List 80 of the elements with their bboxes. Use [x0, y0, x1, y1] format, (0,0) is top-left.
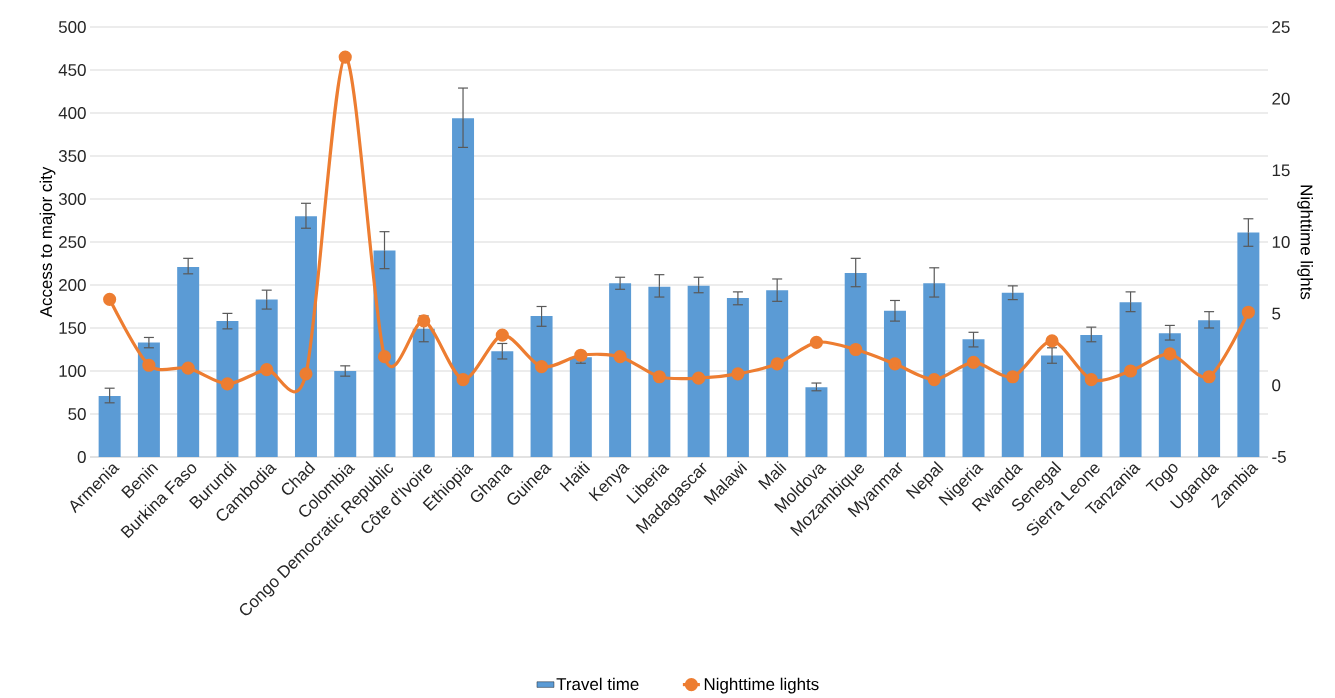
- point: [966, 355, 981, 369]
- point: [1241, 305, 1255, 319]
- bar: [1237, 232, 1260, 457]
- y2-axis-title: Nighttime lights: [1297, 185, 1313, 300]
- point: [1163, 347, 1177, 361]
- legend-label: Nighttime lights: [704, 677, 819, 694]
- y-tick-label: 250: [59, 236, 86, 248]
- bar: [1158, 333, 1181, 457]
- bar: [98, 395, 121, 457]
- bar: [1119, 302, 1142, 457]
- y-tick-label: 0: [77, 451, 86, 463]
- point: [260, 362, 274, 377]
- point: [1084, 373, 1098, 387]
- bar: [805, 387, 828, 457]
- bar: [255, 299, 278, 457]
- point: [692, 371, 706, 385]
- point: [888, 357, 902, 371]
- point: [338, 50, 352, 64]
- bar: [1198, 320, 1221, 457]
- point: [1045, 334, 1059, 348]
- y2-tick-label: 5: [1272, 307, 1281, 320]
- bar: [1041, 355, 1064, 457]
- point: [377, 350, 392, 364]
- bar: [294, 216, 317, 457]
- point: [574, 348, 588, 362]
- point: [103, 292, 117, 306]
- y2-tick-label: 10: [1272, 236, 1290, 248]
- point: [927, 373, 941, 387]
- bar: [844, 272, 867, 457]
- bar: [569, 357, 592, 457]
- point: [849, 342, 863, 357]
- y2-tick-label: 25: [1272, 21, 1290, 33]
- y-tick-label: 200: [59, 279, 86, 291]
- bar: [648, 286, 671, 457]
- point: [770, 357, 784, 371]
- bar: [412, 328, 435, 457]
- legend-label: Travel time: [556, 677, 639, 691]
- y2-tick-label: 15: [1272, 164, 1290, 177]
- bar: [452, 118, 475, 457]
- bar: [687, 285, 710, 457]
- y-tick-label: 150: [59, 322, 86, 334]
- bar: [530, 315, 553, 457]
- point: [613, 350, 627, 364]
- point: [1123, 364, 1138, 378]
- bar: [491, 351, 514, 457]
- bar: [923, 283, 946, 457]
- point: [731, 367, 745, 381]
- y-tick-label: 400: [58, 107, 86, 119]
- bar: [177, 266, 200, 457]
- y2-tick-label: -5: [1272, 451, 1286, 463]
- bar: [334, 371, 357, 457]
- bar: [962, 339, 985, 457]
- point: [534, 360, 549, 374]
- bar: [137, 342, 160, 457]
- bar: [216, 321, 239, 457]
- point: [495, 328, 509, 342]
- bar: [609, 283, 632, 457]
- bar: [726, 297, 749, 457]
- y-tick-label: 100: [59, 365, 86, 377]
- y-axis-title: Access to major city: [39, 166, 56, 318]
- point: [181, 361, 195, 375]
- point: [652, 370, 666, 384]
- y-tick-label: 50: [68, 408, 86, 420]
- point: [1202, 370, 1216, 384]
- point: [299, 367, 313, 381]
- y-tick-label: 350: [58, 150, 86, 162]
- y-tick-label: 450: [58, 64, 86, 76]
- y2-tick-label: 0: [1272, 379, 1281, 392]
- point: [142, 358, 156, 372]
- bar: [766, 290, 789, 457]
- point: [456, 373, 470, 387]
- y2-tick-label: 20: [1272, 92, 1290, 105]
- y-tick-label: 300: [58, 193, 86, 205]
- bar: [883, 310, 906, 457]
- point: [809, 335, 824, 349]
- y-tick-label: 500: [58, 21, 86, 33]
- point: [220, 377, 235, 391]
- bar: [1001, 292, 1024, 457]
- point: [1006, 370, 1020, 384]
- bar: [1080, 334, 1103, 457]
